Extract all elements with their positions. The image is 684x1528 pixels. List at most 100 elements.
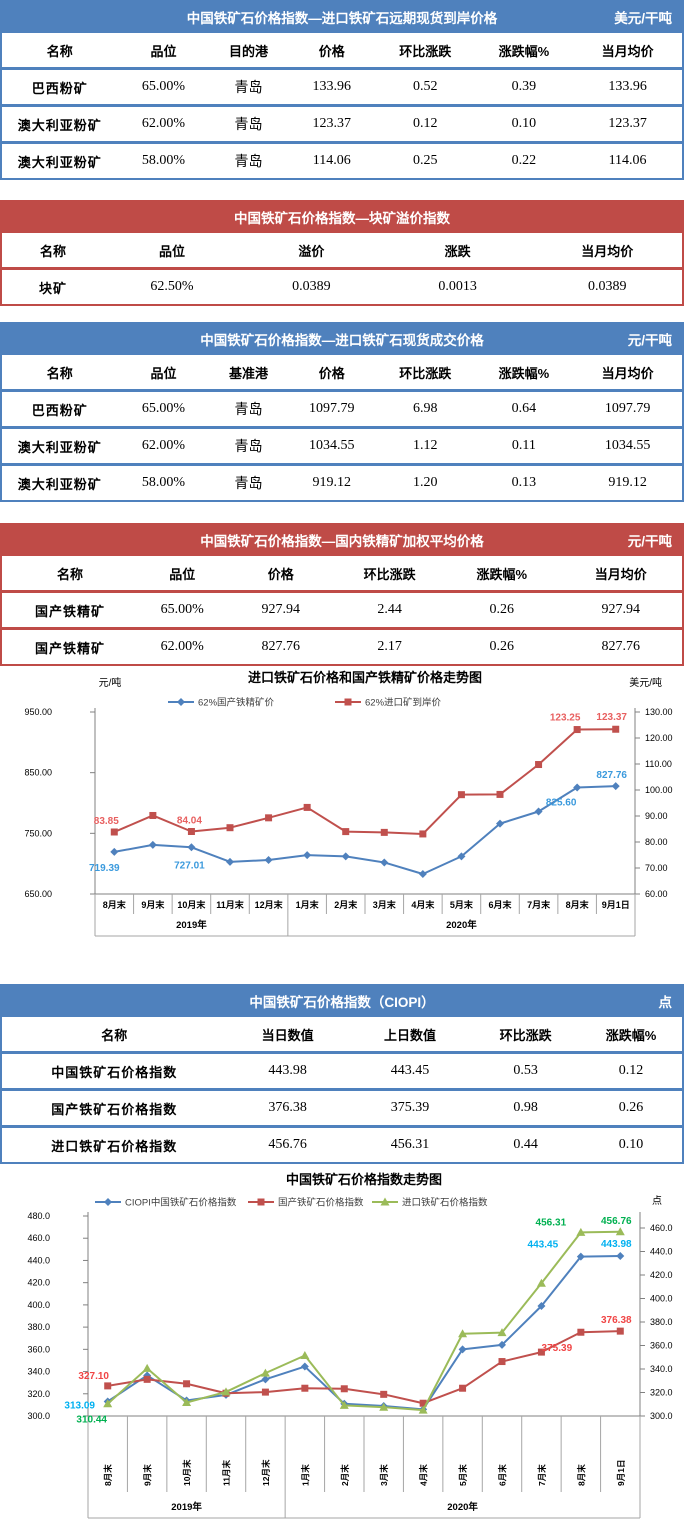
column-header: 上日数值 [348, 1017, 472, 1054]
value-cell: 58.00% [141, 475, 186, 490]
data-point-marker [187, 843, 196, 852]
data-point-marker [187, 827, 195, 835]
right-tick-label: 80.00 [645, 837, 668, 847]
left-tick-label: 400.0 [27, 1300, 50, 1310]
data-point-marker [226, 824, 234, 832]
table-title: 中国铁矿石价格指数—进口铁矿石现货成交价格 [200, 332, 484, 348]
data-point-marker [260, 1368, 270, 1377]
series-line [113, 728, 616, 835]
left-tick-label: 320.0 [27, 1389, 50, 1399]
data-table: 名称 品位 溢价 涨跌 当月均价 块矿 62.50% 0.0389 0.0013 0.0389 [2, 233, 682, 304]
value-cell: 0.11 [474, 427, 574, 466]
data-point-label: 376.38 [601, 1315, 632, 1326]
data-point-marker [182, 1397, 192, 1406]
data-point-label: 327.10 [78, 1371, 109, 1382]
series-line [107, 1330, 621, 1405]
x-category-label: 3月末 [379, 1464, 389, 1486]
table-row: 中国铁矿石价格指数 443.98 443.45 0.53 0.12 [2, 1052, 682, 1091]
value-cell: 6.98 [375, 390, 475, 429]
left-axis-unit: 元/吨 [99, 676, 122, 689]
value-cell: 1034.55 [287, 427, 376, 466]
x-category-label: 8月末 [103, 899, 127, 910]
year-label: 2020年 [446, 919, 477, 931]
data-point-marker [342, 828, 350, 836]
column-header: 当月均价 [573, 33, 682, 70]
value-cell: 65.00% [117, 68, 210, 107]
legend-label: 62%国产铁精矿价 [198, 697, 275, 709]
row-name-cell: 国产铁矿石价格指数 [2, 1089, 227, 1128]
table-row: 国产铁精矿 62.00% 827.76 2.17 0.26 827.76 [2, 629, 682, 665]
x-category-label: 1月末 [300, 1464, 310, 1486]
column-header: 环比涨跌 [471, 1017, 580, 1054]
right-tick-label: 90.00 [645, 811, 668, 821]
left-tick-label: 950.00 [24, 707, 52, 717]
chart-title: 中国铁矿石价格指数走势图 [286, 1172, 442, 1187]
data-point-label: 456.31 [536, 1217, 567, 1228]
right-tick-label: 440.0 [650, 1247, 673, 1257]
data-point-marker [264, 856, 273, 865]
year-label: 2019年 [171, 1501, 202, 1513]
table-unit-label: 元/干吨 [627, 332, 672, 348]
data-point-marker [110, 847, 119, 856]
data-point-marker [616, 1252, 625, 1261]
data-point-marker [573, 726, 581, 734]
data-point-label: 827.76 [596, 770, 627, 781]
value-cell: 58.00% [141, 153, 186, 168]
data-point-label: 123.25 [550, 713, 581, 724]
data-point-marker [576, 1227, 586, 1236]
value-cell: 114.06 [608, 153, 647, 168]
column-header: 环比涨跌 [375, 355, 475, 392]
data-point-marker [537, 1302, 546, 1310]
data-point-marker [143, 1371, 152, 1380]
data-point-label: 727.01 [174, 860, 205, 871]
data-point-marker [536, 1278, 546, 1287]
value-cell: 0.39 [474, 68, 574, 107]
column-header: 品位 [138, 556, 227, 593]
data-point-marker [183, 1380, 191, 1388]
data-table: 名称 品位 基准港 价格 环比涨跌 涨跌幅% 当月均价 巴西粉矿 65.00% 青岛 1097.79… [2, 355, 682, 500]
column-header: 品位 [117, 355, 210, 392]
x-category-label: 9月末 [143, 1464, 153, 1486]
table-title-bar: 中国铁矿石价格指数（CIOPI） 点 [0, 984, 684, 1017]
column-header: 环比涨跌 [335, 556, 444, 593]
left-tick-label: 360.0 [27, 1344, 50, 1354]
table-body: 名称 品位 价格 环比涨跌 涨跌幅% 当月均价 国产铁精矿 65.00% 927.94 2.44 0… [0, 556, 684, 666]
value-cell: 1034.55 [573, 427, 682, 466]
data-point-label: 719.39 [89, 863, 120, 874]
table-head: 名称 当日数值 上日数值 环比涨跌 涨跌幅% [2, 1017, 682, 1054]
data-point-marker [149, 811, 157, 819]
table-domestic-concentrate: 中国铁矿石价格指数—国内铁精矿加权平均价格 元/干吨 名称 品位 价格 环比涨跌 涨跌幅% 当… [0, 523, 684, 666]
data-point-marker [143, 1375, 151, 1383]
data-table: 名称 当日数值 上日数值 环比涨跌 涨跌幅% 中国铁矿石价格指数 443.98 443.45 0… [2, 1017, 682, 1162]
right-axis-unit: 美元/吨 [629, 676, 662, 689]
table-header-row: 名称 品位 目的港 价格 环比涨跌 涨跌幅% 当月均价 [2, 33, 682, 70]
data-point-marker [261, 1375, 270, 1384]
table-header-row: 名称 品位 基准港 价格 环比涨跌 涨跌幅% 当月均价 [2, 355, 682, 392]
value-cell: 0.10 [474, 105, 574, 144]
value-cell: 青岛 [209, 427, 288, 466]
value-cell: 123.37 [287, 105, 376, 144]
data-point-label: 83.85 [94, 816, 119, 827]
value-cell: 919.12 [312, 475, 352, 490]
value-cell: 0.13 [511, 475, 537, 490]
data-point-label: 443.45 [528, 1240, 559, 1251]
table-row: 澳大利亚粉矿 58.00% 青岛 919.12 1.20 0.13 919.12 [2, 465, 682, 501]
table-row: 进口铁矿石价格指数 456.76 456.31 0.44 0.10 [2, 1127, 682, 1163]
table-rows: 中国铁矿石价格指数 443.98 443.45 0.53 0.12 国产铁矿石价格指数 37… [2, 1052, 682, 1163]
data-point-marker [534, 807, 543, 816]
data-point-marker [577, 1328, 585, 1336]
table-head: 名称 品位 溢价 涨跌 当月均价 [2, 233, 682, 270]
right-tick-label: 100.00 [645, 785, 673, 795]
legend-label: 62%进口矿到岸价 [365, 697, 442, 709]
x-category-label: 11月末 [222, 1460, 232, 1486]
data-point-marker [419, 1399, 427, 1407]
row-name-cell: 国产铁精矿 [2, 591, 138, 630]
data-point-marker [573, 783, 582, 792]
x-category-label: 5月末 [458, 1464, 468, 1486]
data-point-marker [221, 1387, 231, 1396]
right-tick-label: 70.00 [645, 863, 668, 873]
value-cell: 0.12 [579, 1052, 682, 1091]
legend-marker [344, 698, 352, 706]
data-point-marker [498, 1340, 506, 1349]
value-cell: 443.45 [348, 1052, 472, 1091]
